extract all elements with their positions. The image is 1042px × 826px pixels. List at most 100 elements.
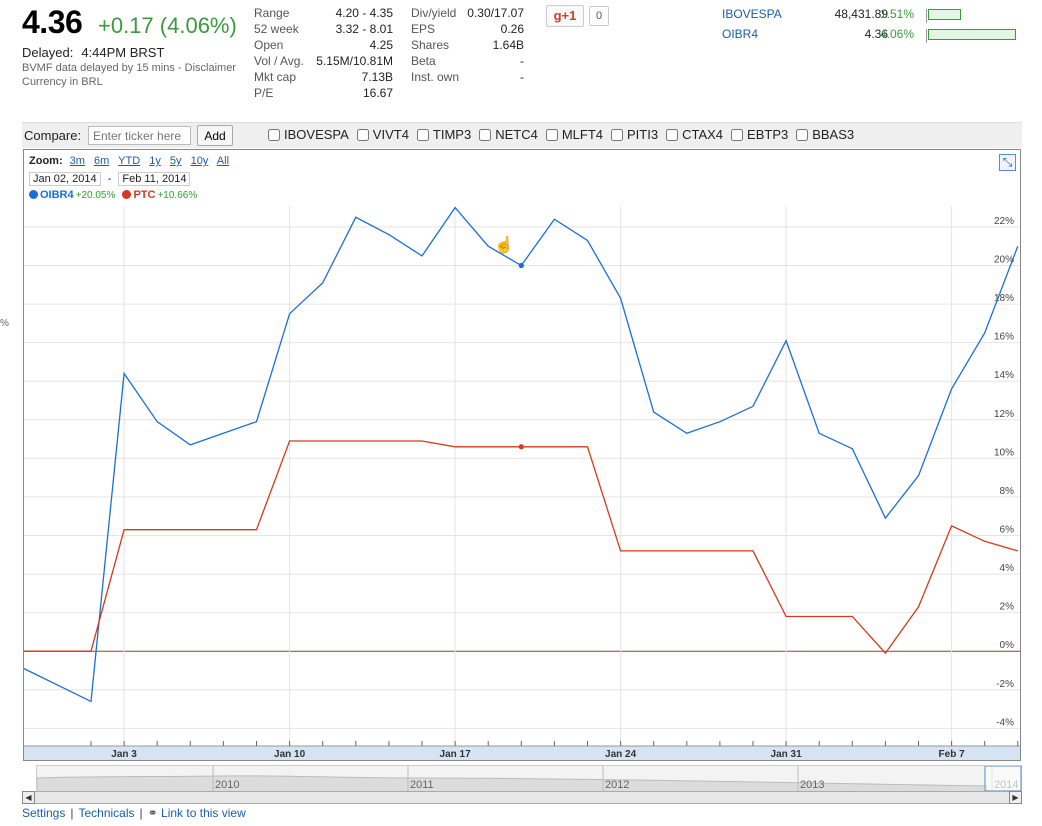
compare-option-label: VIVT4 (372, 127, 409, 142)
compare-option-label: PITI3 (627, 127, 659, 142)
compare-option[interactable]: CTAX4 (666, 127, 723, 142)
stats-table-left: Range 4.20 - 4.35 52 week 3.32 - 8.01 Open… (254, 5, 393, 101)
x-tick-label: Feb 7 (939, 749, 966, 760)
settings-link[interactable]: Settings (22, 806, 66, 820)
compare-ticker-input[interactable] (88, 126, 191, 145)
stat-row: Vol / Avg. 5.15M/10.81M (254, 53, 393, 69)
stat-label: Open (254, 38, 284, 52)
compare-option[interactable]: IBOVESPA (268, 127, 349, 142)
hand-cursor-icon: ☝ (494, 235, 514, 254)
stat-value: - (520, 70, 524, 84)
navigator-area (36, 775, 988, 793)
chart-legend: OIBR4 +20.05% PTC +10.66% (29, 189, 197, 201)
compare-checkbox[interactable] (268, 128, 280, 141)
compare-checkbox[interactable] (731, 128, 744, 141)
x-tick-label: Jan 3 (111, 749, 137, 760)
y-tick-label: 12% (994, 409, 1014, 420)
stats-table-right: Div/yield 0.30/17.07 EPS 0.26 Shares 1.64B … (411, 5, 524, 85)
zoom-label: Zoom: (29, 155, 63, 167)
y-tick-label: 20% (994, 255, 1014, 266)
chart-canvas[interactable]: -4% -2% 0% 2% 4% 6% 8% 10% 12% 14% 16% 18% 20% 22% Jan… (24, 150, 1022, 762)
delayed-time: 4:44PM BRST (81, 45, 165, 60)
compare-option-label: EBTP3 (747, 127, 789, 142)
hover-point-ptc (518, 444, 524, 450)
stat-row: Mkt cap 7.13B (254, 69, 393, 85)
compare-option[interactable]: MLFT4 (545, 127, 603, 142)
compare-checkbox[interactable] (796, 128, 809, 141)
index-link[interactable]: IBOVESPA (722, 7, 782, 21)
zoom-10y[interactable]: 10y (190, 155, 209, 167)
y-tick-label: 14% (994, 370, 1014, 381)
add-ticker-button[interactable]: Add (197, 125, 233, 146)
stat-row: EPS 0.26 (411, 21, 524, 37)
stat-row: Beta - (411, 53, 524, 69)
stat-label: 52 week (254, 22, 299, 36)
y-tick-label: 10% (994, 447, 1014, 458)
compare-option-label: IBOVESPA (284, 127, 349, 142)
zoom-all[interactable]: All (216, 155, 230, 167)
navigator-selection-window (984, 765, 1022, 792)
zoom-ytd[interactable]: YTD (118, 155, 141, 167)
technicals-link[interactable]: Technicals (78, 806, 135, 820)
stat-value: 3.32 - 8.01 (335, 22, 393, 36)
index-change: 1.51% (880, 7, 915, 21)
price-change: +0.17 (4.06%) (98, 13, 237, 38)
index-link[interactable]: OIBR4 (722, 27, 759, 41)
stat-label: Beta (411, 54, 436, 68)
compare-checkbox[interactable] (416, 128, 429, 141)
compare-option-label: CTAX4 (682, 127, 724, 142)
stat-label: Vol / Avg. (254, 54, 304, 68)
compare-option[interactable]: TIMP3 (416, 127, 472, 142)
stat-value: 4.20 - 4.35 (335, 6, 393, 20)
x-axis-band (24, 746, 1020, 760)
timeline-scrollbar[interactable] (22, 791, 1022, 804)
timeline-navigator[interactable]: 20102011201220132014 (36, 765, 1023, 793)
compare-option[interactable]: VIVT4 (356, 127, 409, 142)
index-change-bar (928, 9, 961, 20)
y-tick-label: 6% (1000, 525, 1015, 536)
stat-row: 52 week 3.32 - 8.01 (254, 21, 393, 37)
x-tick-label: Jan 17 (440, 749, 472, 760)
price-chart[interactable]: -4% -2% 0% 2% 4% 6% 8% 10% 12% 14% 16% 18% 20% 22% Jan… (23, 149, 1021, 761)
scroll-right-icon[interactable]: ▶ (1009, 791, 1022, 804)
zoom-3m[interactable]: 3m (69, 155, 85, 167)
side-percent-label: % (0, 318, 9, 329)
range-end-input[interactable]: Feb 11, 2014 (118, 172, 191, 186)
scroll-left-icon[interactable]: ◀ (22, 791, 35, 804)
zoom-1y[interactable]: 1y (149, 155, 161, 167)
compare-checkbox[interactable] (356, 128, 369, 141)
compare-option-label: TIMP3 (432, 127, 472, 142)
link-to-view-link[interactable]: Link to this view (161, 806, 246, 820)
compare-option[interactable]: EBTP3 (731, 127, 788, 142)
stat-value: - (520, 54, 524, 68)
compare-option[interactable]: NETC4 (479, 127, 538, 142)
compare-option[interactable]: PITI3 (611, 127, 658, 142)
stat-label: Range (254, 6, 290, 20)
bar-baseline (926, 29, 927, 43)
y-tick-label: 8% (1000, 486, 1015, 497)
navigator-year-label: 2010 (215, 779, 239, 791)
x-tick-label: Jan 24 (605, 749, 637, 760)
zoom-6m[interactable]: 6m (94, 155, 110, 167)
navigator-canvas[interactable]: 20102011201220132014 (36, 765, 1023, 793)
gplus-button[interactable]: g+1 (546, 5, 584, 27)
legend-item-oibr4: OIBR4 +20.05% (29, 189, 115, 201)
legend-item-ptc: PTC +10.66% (122, 189, 197, 201)
zoom-5y[interactable]: 5y (169, 155, 182, 167)
stat-label: Inst. own (411, 70, 460, 84)
legend-change: +10.66% (157, 190, 198, 201)
delayed-label: Delayed: (22, 45, 74, 60)
stat-value: 16.67 (362, 86, 393, 100)
expand-icon[interactable]: ⤡ (999, 154, 1016, 171)
x-tick-label: Jan 10 (274, 749, 306, 760)
zoom-controls: Zoom: 3m 6m YTD 1y 5y 10y All (29, 155, 235, 167)
compare-checkbox[interactable] (666, 128, 679, 141)
y-tick-label: -4% (996, 717, 1014, 728)
compare-option[interactable]: BBAS3 (796, 127, 854, 142)
hover-point-oibr4 (518, 262, 524, 269)
compare-checkbox[interactable] (545, 128, 558, 141)
compare-checkbox[interactable] (479, 128, 492, 141)
range-start-input[interactable]: Jan 02, 2014 (29, 172, 101, 186)
compare-checkbox[interactable] (611, 128, 624, 141)
stat-label: EPS (411, 22, 436, 36)
